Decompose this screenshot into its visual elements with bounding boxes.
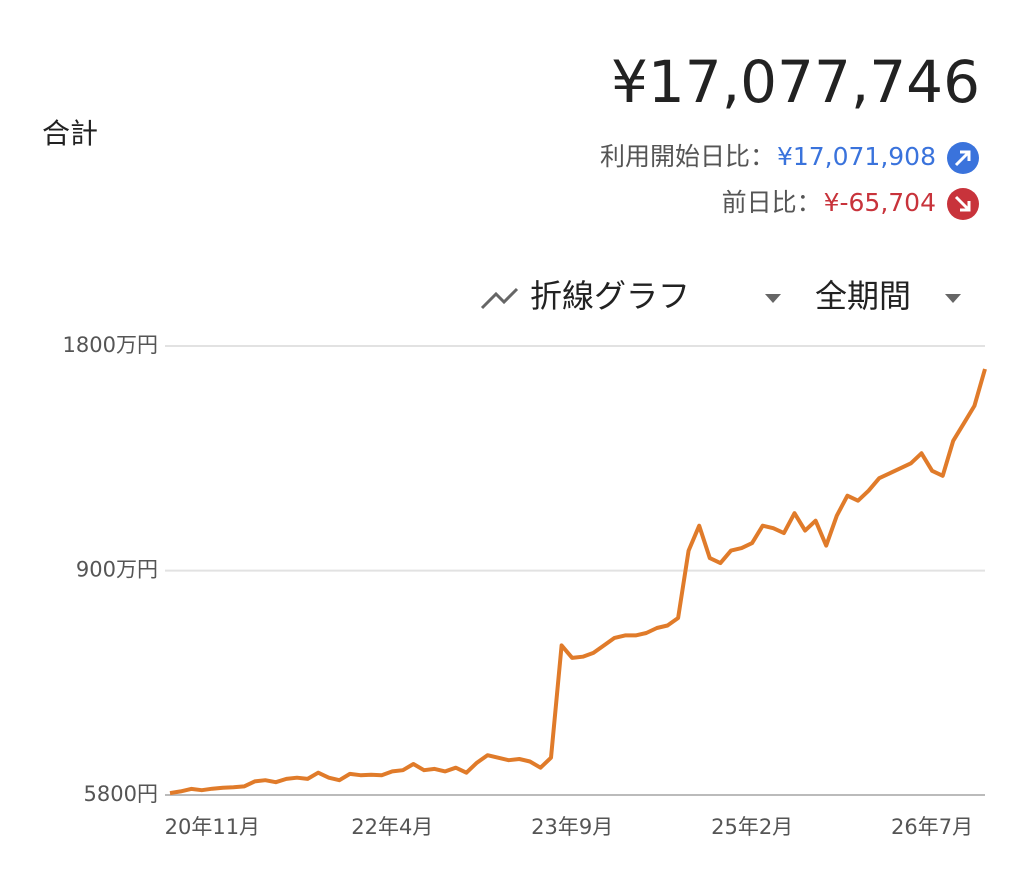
x-tick-label: 20年11月: [165, 815, 260, 839]
y-tick-label: 900万円: [76, 558, 158, 582]
day-change-label: 前日比：: [722, 188, 822, 217]
y-tick-label: 5800円: [84, 782, 158, 806]
dropdown-arrow: [765, 294, 781, 303]
period-dropdown[interactable]: 全期間: [815, 277, 961, 315]
dropdown-arrow: [945, 294, 961, 303]
total-amount: ¥17,077,746: [611, 48, 980, 116]
up-arrow: [954, 150, 971, 167]
y-tick-label: 1800万円: [63, 333, 158, 357]
since-start-label: 利用開始日比：: [600, 142, 775, 171]
period[interactable]: 全期間: [815, 277, 911, 315]
x-tick-label: 25年2月: [711, 815, 793, 839]
day-change-value: ¥-65,704: [824, 188, 936, 217]
since-start-value: ¥17,071,908: [777, 142, 936, 171]
data-line: [169, 368, 987, 796]
down-arrow: [954, 195, 971, 212]
plot: 5800円 900万円 1800万円 20年11月 22年4月 23年9月 25年2月 26年…: [63, 333, 987, 839]
total-label: 合計: [42, 117, 98, 150]
chart-kind[interactable]: 折線グラフ: [530, 277, 690, 315]
x-tick-label: 23年9月: [531, 815, 613, 839]
x-tick-label: 22年4月: [351, 815, 433, 839]
line-icon: [480, 287, 519, 310]
x-tick-label: 26年7月: [891, 815, 973, 839]
chart-kind-dropdown[interactable]: 折線グラフ: [480, 277, 781, 315]
